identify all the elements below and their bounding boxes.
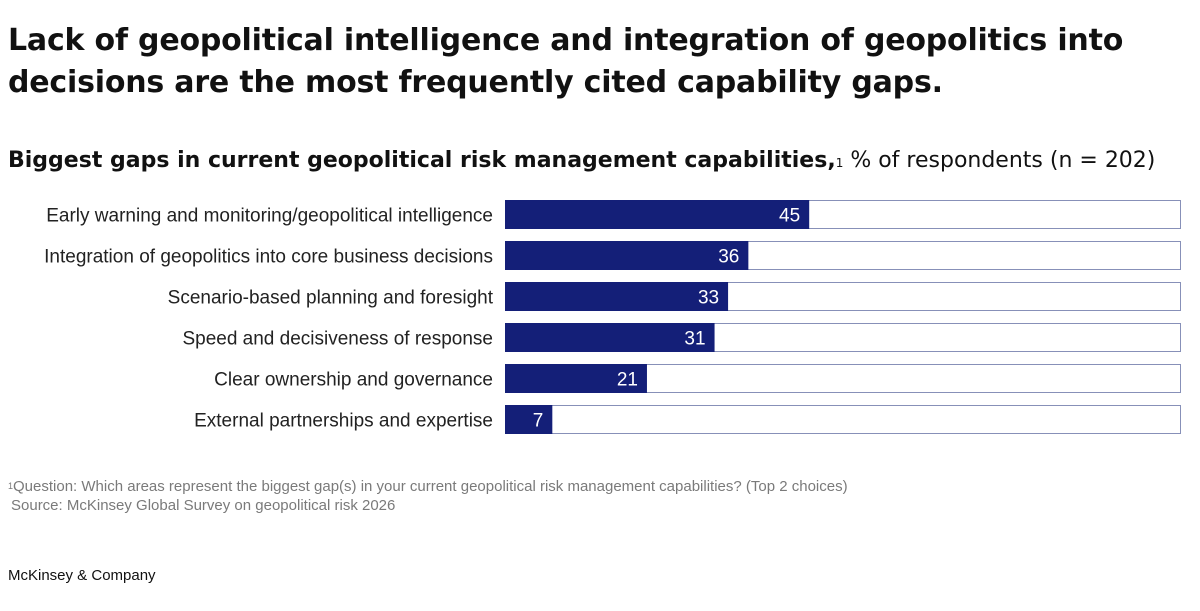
category-label: External partnerships and expertise: [194, 411, 493, 432]
footnote-text: Question: Which areas represent the bigg…: [13, 478, 848, 495]
bar: [505, 200, 810, 229]
bar: [505, 364, 647, 393]
category-label: Scenario-based planning and foresight: [168, 288, 494, 309]
bar: [505, 405, 553, 434]
bar: [505, 241, 749, 270]
bar: [505, 282, 729, 311]
subtitle-footnote-mark: 1: [835, 156, 844, 170]
source-note: Source: McKinsey Global Survey on geopol…: [11, 497, 396, 514]
data-label: 21: [617, 370, 638, 391]
data-label: 45: [779, 206, 800, 227]
bar-chart: Early warning and monitoring/geopolitica…: [44, 200, 1181, 434]
category-label: Integration of geopolitics into core bus…: [44, 247, 493, 268]
footnote-question: 1Question: Which areas represent the big…: [8, 477, 1193, 496]
category-label: Early warning and monitoring/geopolitica…: [46, 206, 493, 227]
bar: [505, 323, 715, 352]
subtitle-main: Biggest gaps in current geopolitical ris…: [8, 148, 836, 173]
category-label: Clear ownership and governance: [214, 370, 493, 391]
data-label: 7: [533, 411, 544, 432]
data-label: 33: [698, 288, 719, 309]
subtitle-units: % of respondents (n = 202): [843, 148, 1156, 173]
chart-title: Lack of geopolitical intelligence and in…: [8, 23, 1124, 100]
footnote-mark: 1: [8, 481, 14, 491]
footnotes: 1Question: Which areas represent the big…: [8, 477, 1193, 515]
brand-logo: McKinsey & Company: [8, 567, 156, 584]
chart-subtitle: Biggest gaps in current geopolitical ris…: [8, 146, 1193, 176]
bar-track: [505, 405, 1181, 434]
category-label: Speed and decisiveness of response: [182, 329, 493, 350]
data-label: 36: [718, 247, 739, 268]
data-label: 31: [684, 329, 705, 350]
